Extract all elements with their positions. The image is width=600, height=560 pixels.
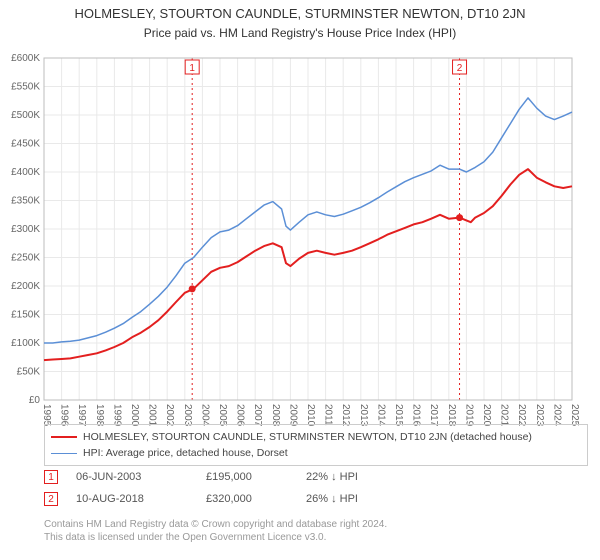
svg-text:1: 1 <box>189 63 195 74</box>
svg-text:£350K: £350K <box>11 196 40 207</box>
footer-attribution: Contains HM Land Registry data © Crown c… <box>44 518 588 544</box>
svg-text:2011: 2011 <box>323 404 334 426</box>
legend-swatch <box>51 436 77 438</box>
svg-text:£400K: £400K <box>11 167 40 178</box>
svg-text:£0: £0 <box>29 395 41 406</box>
chart-title-address: HOLMESLEY, STOURTON CAUNDLE, STURMINSTER… <box>0 6 600 21</box>
sale-marker-num: 1 <box>44 470 58 484</box>
chart-title-subtitle: Price paid vs. HM Land Registry's House … <box>0 26 600 40</box>
svg-text:£150K: £150K <box>11 310 40 321</box>
legend-row: HOLMESLEY, STOURTON CAUNDLE, STURMINSTER… <box>51 429 581 445</box>
svg-text:2: 2 <box>457 63 463 74</box>
svg-text:£600K: £600K <box>11 53 40 64</box>
svg-text:£450K: £450K <box>11 139 40 150</box>
legend-label: HOLMESLEY, STOURTON CAUNDLE, STURMINSTER… <box>83 431 532 443</box>
sale-price: £195,000 <box>206 471 306 483</box>
chart-container: HOLMESLEY, STOURTON CAUNDLE, STURMINSTER… <box>0 0 600 560</box>
sale-delta-vs-hpi: 26% ↓ HPI <box>306 493 426 505</box>
svg-text:£500K: £500K <box>11 110 40 121</box>
sales-row: 1 06-JUN-2003£195,00022% ↓ HPI <box>44 466 588 488</box>
svg-text:£200K: £200K <box>11 281 40 292</box>
sale-date: 06-JUN-2003 <box>76 471 206 483</box>
svg-text:£50K: £50K <box>17 367 41 378</box>
sales-row: 2 10-AUG-2018£320,00026% ↓ HPI <box>44 488 588 510</box>
svg-text:£100K: £100K <box>11 338 40 349</box>
legend-row: HPI: Average price, detached house, Dors… <box>51 445 581 461</box>
svg-text:£250K: £250K <box>11 253 40 264</box>
sales-table: 1 06-JUN-2003£195,00022% ↓ HPI 2 10-AUG-201… <box>44 466 588 510</box>
sale-date: 10-AUG-2018 <box>76 493 206 505</box>
sale-marker-num: 2 <box>44 492 58 506</box>
footer-line-1: Contains HM Land Registry data © Crown c… <box>44 518 588 531</box>
legend-label: HPI: Average price, detached house, Dors… <box>83 447 288 459</box>
legend: HOLMESLEY, STOURTON CAUNDLE, STURMINSTER… <box>44 424 588 466</box>
svg-text:£550K: £550K <box>11 82 40 93</box>
svg-text:£300K: £300K <box>11 224 40 235</box>
footer-line-2: This data is licensed under the Open Gov… <box>44 531 588 544</box>
chart-svg: 12£0£50K£100K£150K£200K£250K£300K£350K£4… <box>44 46 590 416</box>
legend-swatch <box>51 453 77 454</box>
sale-price: £320,000 <box>206 493 306 505</box>
sale-delta-vs-hpi: 22% ↓ HPI <box>306 471 426 483</box>
chart-plot-area: 12£0£50K£100K£150K£200K£250K£300K£350K£4… <box>44 46 590 416</box>
